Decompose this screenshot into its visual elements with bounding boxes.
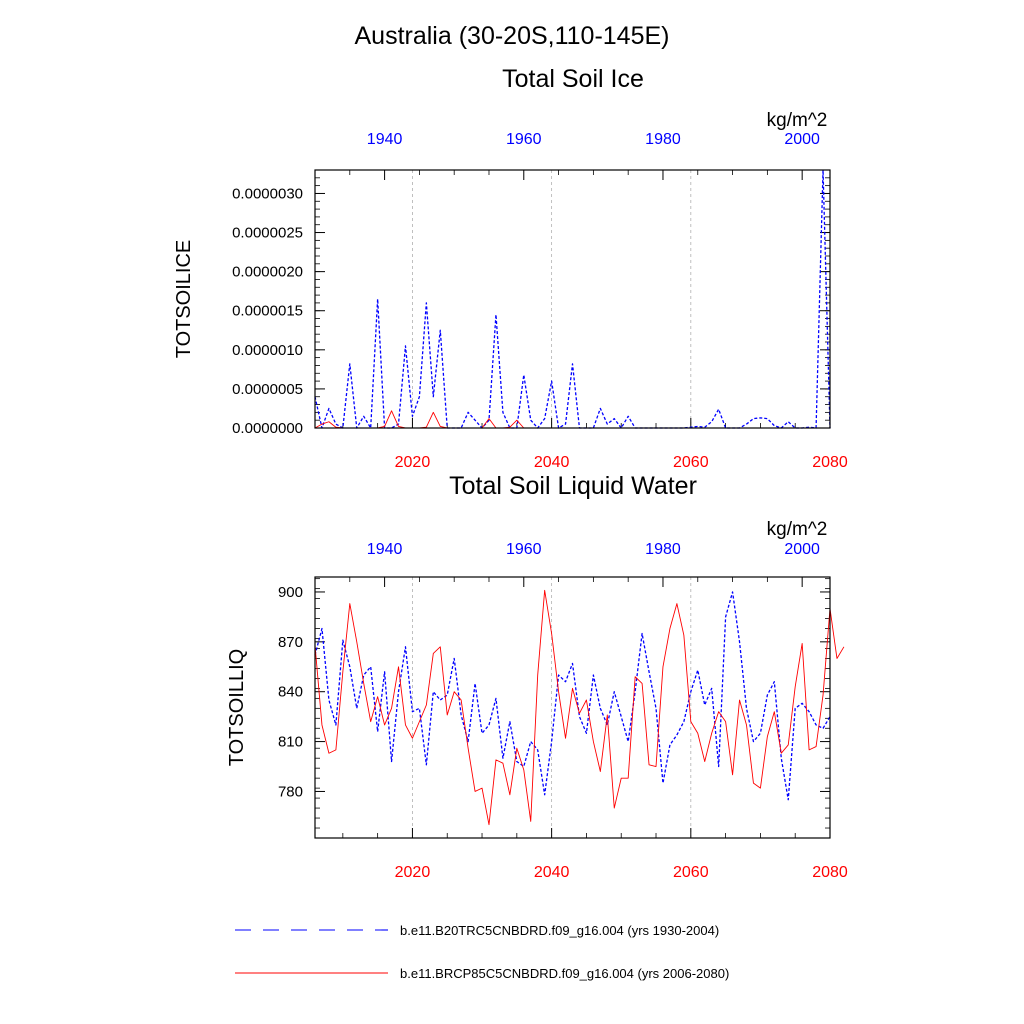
y-tick-label: 0.0000025	[232, 225, 303, 242]
chart-title: Total Soil Ice	[502, 65, 644, 93]
legend: b.e11.B20TRC5CNBDRD.f09_g16.004 (yrs 193…	[235, 923, 729, 981]
y-axis-label: TOTSOILICE	[173, 240, 195, 359]
x-top-tick-label: 1940	[367, 131, 403, 148]
y-tick-label: 900	[278, 584, 303, 601]
chart-panel-1: Total Soil Ice kg/m^2 TOTSOILICE 0.0000000 0…	[173, 65, 848, 471]
series-line-future	[314, 410, 830, 429]
y-tick-label: 0.0000010	[232, 342, 303, 359]
y-tick-label: 870	[278, 634, 303, 651]
x-top-tick-label: 1980	[645, 541, 681, 558]
x-bottom-tick-label: 2040	[534, 864, 570, 881]
x-top-tick-label: 1960	[506, 131, 542, 148]
y-tick-label: 840	[278, 684, 303, 701]
series-line-historical	[314, 169, 831, 429]
x-top-tick-label: 1980	[645, 131, 681, 148]
x-top-tick-label: 1960	[506, 541, 542, 558]
page-title: Australia (30-20S,110-145E)	[355, 22, 670, 50]
y-tick-label: 0.0000020	[232, 264, 303, 281]
units-label: kg/m^2	[767, 519, 828, 540]
plot-frame	[314, 169, 831, 429]
x-bottom-tick-label: 2020	[395, 864, 431, 881]
x-bottom-tick-label: 2080	[812, 454, 848, 471]
x-bottom-tick-label: 2060	[673, 454, 709, 471]
legend-label-2: b.e11.BRCP85C5CNBDRD.f09_g16.004 (yrs 20…	[400, 966, 729, 981]
y-tick-label: 0.0000015	[232, 303, 303, 320]
plot-frame	[314, 576, 831, 839]
x-top-tick-label: 2000	[784, 541, 820, 558]
x-bottom-tick-label: 2060	[673, 864, 709, 881]
x-top-tick-label: 1940	[367, 541, 403, 558]
legend-label-1: b.e11.B20TRC5CNBDRD.f09_g16.004 (yrs 193…	[400, 923, 719, 938]
x-bottom-tick-label: 2040	[534, 454, 570, 471]
series-line-future	[314, 589, 845, 826]
x-top-tick-label: 2000	[784, 131, 820, 148]
x-bottom-tick-label: 2020	[395, 454, 431, 471]
y-tick-label: 0.0000000	[232, 420, 303, 437]
y-axis-label: TOTSOILLIQ	[226, 649, 248, 766]
y-tick-label: 0.0000005	[232, 381, 303, 398]
series-line-historical	[314, 591, 831, 801]
y-tick-label: 0.0000030	[232, 185, 303, 202]
y-tick-label: 780	[278, 783, 303, 800]
units-label: kg/m^2	[767, 110, 828, 131]
chart-panel-2: Total Soil Liquid Water kg/m^2 TOTSOILLIQ 7…	[226, 472, 848, 881]
chart-panels: Total Soil Ice kg/m^2 TOTSOILICE 0.0000000 0…	[173, 65, 848, 881]
y-tick-label: 810	[278, 734, 303, 751]
x-bottom-tick-label: 2080	[812, 864, 848, 881]
chart-title: Total Soil Liquid Water	[449, 472, 697, 500]
